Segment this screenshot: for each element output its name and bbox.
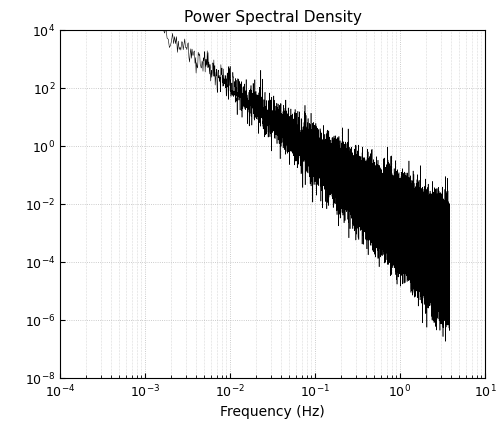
X-axis label: Frequency (Hz): Frequency (Hz) [220,405,325,419]
Title: Power Spectral Density: Power Spectral Density [184,10,362,25]
